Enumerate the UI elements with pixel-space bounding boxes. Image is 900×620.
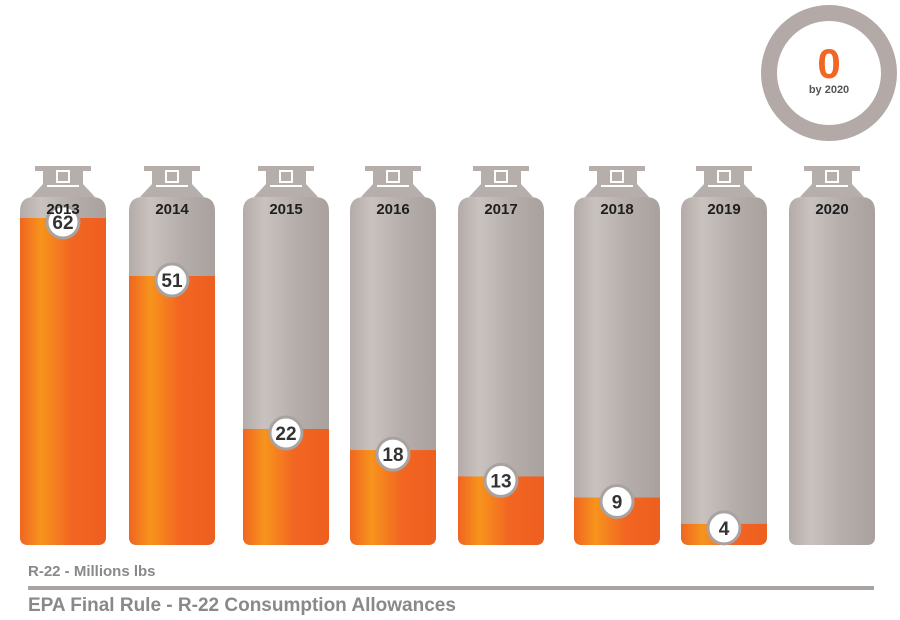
category-label-2020: 2020 — [815, 201, 848, 218]
tank-2014: 51 2014 — [129, 166, 215, 545]
tank-2017: 13 2017 — [458, 166, 544, 545]
value-marker-2019 — [706, 510, 742, 546]
tank-2019: 4 2019 — [681, 166, 767, 546]
value-label-2019: 4 — [719, 519, 730, 540]
value-label-2015: 22 — [275, 424, 296, 445]
value-marker-2016 — [375, 436, 411, 472]
tank-body — [574, 197, 660, 545]
tank-valve-detail — [601, 170, 633, 187]
tank-2018: 9 2018 — [574, 166, 660, 545]
value-marker-2017 — [483, 462, 519, 498]
tank-body — [789, 197, 875, 545]
tank-2020: 2020 — [789, 166, 875, 545]
tank-valve-detail — [708, 170, 740, 187]
bar-2014 — [129, 276, 215, 545]
target-badge: 0 by 2020 — [761, 5, 897, 141]
value-marker-2014 — [154, 262, 190, 298]
value-label-2014: 51 — [161, 271, 183, 292]
tank-valve-detail — [270, 170, 302, 187]
category-label-2013: 2013 — [46, 201, 79, 218]
tank-body — [681, 197, 767, 545]
badge-value: 0 — [817, 40, 840, 87]
value-label-2016: 18 — [382, 445, 403, 466]
badge-ring — [761, 5, 897, 141]
y-axis-label: R-22 - Millions lbs — [28, 563, 156, 580]
bar-2013 — [20, 218, 106, 545]
badge-caption: by 2020 — [809, 84, 849, 96]
category-label-2014: 2014 — [155, 201, 189, 218]
category-label-2017: 2017 — [484, 201, 517, 218]
category-label-2018: 2018 — [600, 201, 633, 218]
value-label-2017: 13 — [490, 471, 511, 492]
category-label-2019: 2019 — [707, 201, 740, 218]
value-marker-2015 — [268, 415, 304, 451]
value-marker-2018 — [599, 484, 635, 520]
tank-valve-detail — [156, 170, 188, 187]
tank-valve-detail — [377, 170, 409, 187]
category-label-2015: 2015 — [269, 201, 302, 218]
tank-valve-detail — [816, 170, 848, 187]
tank-body — [458, 197, 544, 545]
value-label-2013: 62 — [52, 213, 73, 234]
tank-valve-detail — [485, 170, 517, 187]
divider-line — [28, 586, 874, 590]
category-label-2016: 2016 — [376, 201, 409, 218]
value-label-2018: 9 — [612, 493, 623, 514]
tank-2015: 22 2015 — [243, 166, 329, 545]
tank-valve-detail — [47, 170, 79, 187]
tank-2016: 18 2016 — [350, 166, 436, 545]
value-marker-2013 — [45, 204, 81, 240]
chart-title: EPA Final Rule - R-22 Consumption Allowa… — [28, 595, 456, 616]
